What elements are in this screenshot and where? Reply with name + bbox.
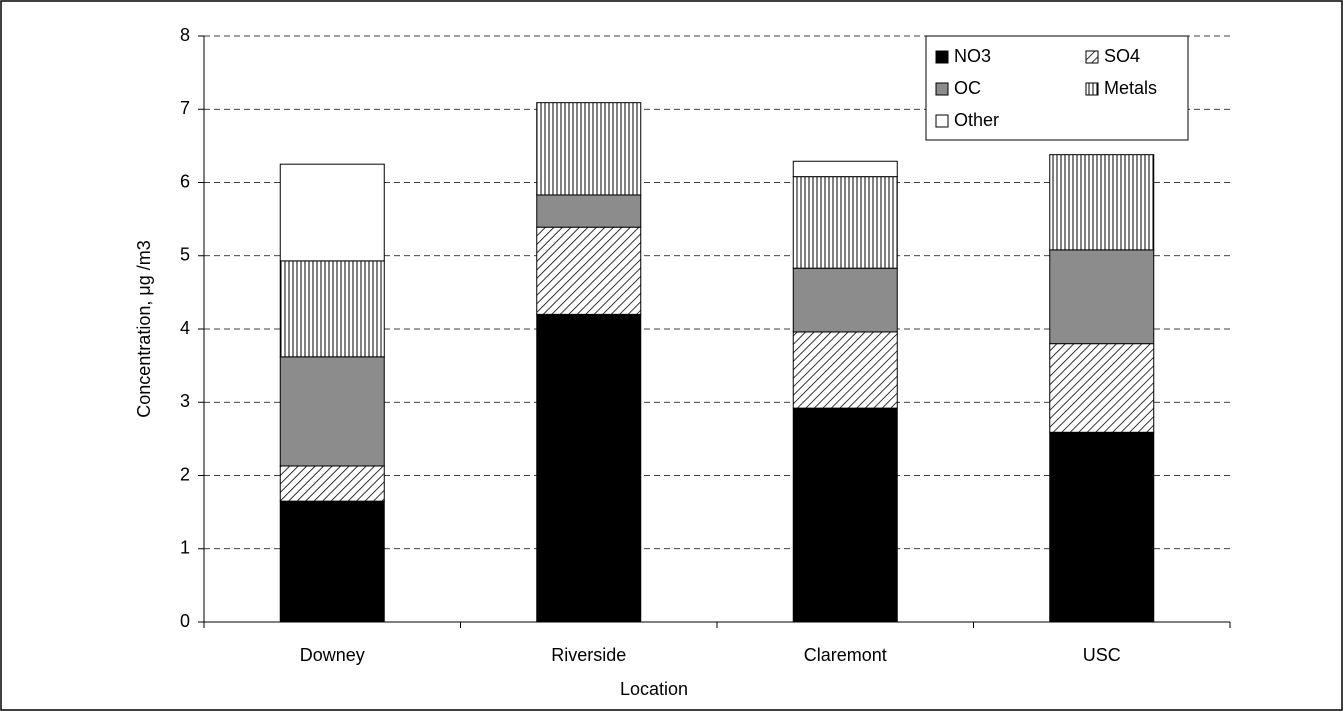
bar-segment: [536, 194, 642, 228]
bar-segment: [1049, 343, 1155, 433]
legend-swatch: [935, 50, 949, 64]
bar-segment: [536, 102, 642, 196]
bar-segment: [279, 163, 385, 262]
bar-segment: [279, 356, 385, 467]
bar-segment: [792, 160, 898, 178]
bar-segment: [279, 465, 385, 502]
x-tick-label: Claremont: [804, 645, 887, 665]
x-tick-label: Downey: [300, 645, 365, 665]
y-tick-label: 7: [180, 98, 190, 118]
legend-swatch: [935, 114, 949, 128]
bar-segment: [792, 176, 898, 269]
legend-swatch: [935, 82, 949, 96]
y-axis-label: Concentration, μg /m3: [134, 240, 154, 417]
y-tick-label: 5: [180, 245, 190, 265]
bar-segment: [1049, 154, 1155, 251]
bar-segment: [792, 331, 898, 409]
x-tick-label: USC: [1083, 645, 1121, 665]
legend-label: SO4: [1104, 46, 1140, 66]
bar-segment: [792, 267, 898, 333]
bar-segment: [279, 260, 385, 358]
legend-label: Other: [954, 110, 999, 130]
legend-label: NO3: [954, 46, 991, 66]
legend-swatch: [1085, 82, 1099, 96]
bar-segment: [536, 226, 642, 315]
bar-segment: [536, 313, 642, 623]
legend-box: [925, 35, 1189, 141]
legend-label: OC: [954, 78, 981, 98]
y-tick-label: 4: [180, 318, 190, 338]
y-tick-label: 3: [180, 391, 190, 411]
legend-swatch: [1085, 50, 1099, 64]
y-tick-label: 8: [180, 25, 190, 45]
bar-segment: [279, 500, 385, 623]
y-tick-label: 6: [180, 171, 190, 191]
bar-segment: [792, 407, 898, 623]
x-tick-label: Riverside: [551, 645, 626, 665]
x-axis-label: Location: [620, 679, 688, 699]
legend-label: Metals: [1104, 78, 1157, 98]
bar-segment: [1049, 431, 1155, 623]
y-tick-label: 2: [180, 464, 190, 484]
bar-segment: [1049, 249, 1155, 345]
y-tick-label: 1: [180, 538, 190, 558]
y-tick-label: 0: [180, 611, 190, 631]
